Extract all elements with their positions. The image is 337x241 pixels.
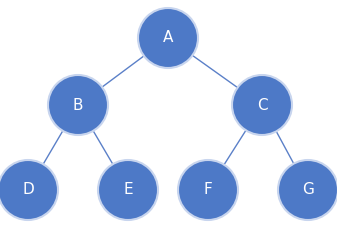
Text: F: F — [204, 182, 212, 198]
Circle shape — [0, 160, 58, 220]
Text: G: G — [302, 182, 314, 198]
Circle shape — [278, 160, 337, 220]
Text: C: C — [257, 98, 267, 113]
Circle shape — [98, 160, 158, 220]
Circle shape — [178, 160, 238, 220]
Text: D: D — [22, 182, 34, 198]
Circle shape — [138, 8, 198, 68]
Text: A: A — [163, 31, 173, 46]
Text: E: E — [123, 182, 133, 198]
Text: B: B — [73, 98, 83, 113]
Circle shape — [48, 75, 108, 135]
Circle shape — [232, 75, 292, 135]
